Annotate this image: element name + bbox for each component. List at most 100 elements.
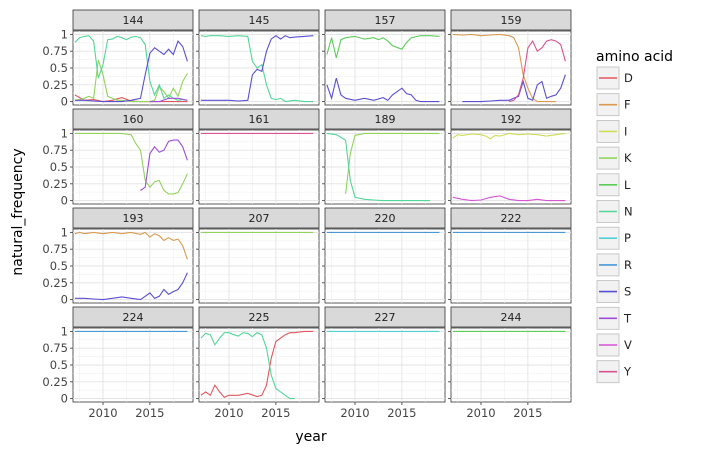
facet-strip [198, 306, 320, 328]
facet-label: 157 [375, 14, 396, 27]
facet-label: 225 [249, 311, 270, 324]
facet-strip [72, 306, 194, 328]
facet-panel: 193 0 0.25 0.5 0.75 1 [42, 207, 194, 307]
legend-item-D: D [596, 66, 633, 90]
facet-panel: 192 [448, 108, 572, 205]
y-tick-label: 0.5 [50, 61, 68, 75]
y-tick-label: 0.75 [42, 44, 68, 58]
facet-panel: 144 0 0.25 0.5 0.75 1 [42, 9, 194, 109]
x-tick-label: 2015 [513, 406, 542, 420]
series-line-D [74, 94, 188, 103]
legend-item-V: V [596, 333, 632, 357]
facet-label: 224 [123, 311, 144, 324]
series-line-K [74, 132, 188, 195]
facet-panel: 189 [322, 108, 446, 205]
series-line-N [74, 35, 188, 101]
facet-panel: 160 0 0.25 0.5 0.75 1 [42, 108, 194, 208]
y-tick-label: 0.25 [42, 177, 68, 191]
legend-label: K [624, 151, 632, 165]
facet-label: 244 [501, 311, 522, 324]
facet-strip [450, 306, 572, 328]
x-axis-title: year [295, 429, 326, 445]
facet-strip [450, 9, 572, 31]
facet-strip [198, 9, 320, 31]
legend-label: D [624, 71, 633, 85]
facet-strip [450, 207, 572, 229]
facet-label: 227 [375, 311, 396, 324]
series-line-T [149, 97, 188, 103]
facet-strip [72, 9, 194, 31]
facet-strip [324, 306, 446, 328]
facet-label: 189 [375, 113, 396, 126]
y-tick-label: 0 [61, 392, 68, 406]
y-tick-label: 0 [61, 293, 68, 307]
facet-label: 159 [501, 14, 522, 27]
x-tick-label: 2010 [340, 406, 369, 420]
legend-label: T [623, 311, 632, 325]
facet-panel: 161 [196, 108, 320, 205]
y-tick-label: 0.25 [42, 276, 68, 290]
facet-panel: 224 0 0.25 0.5 0.75 1 2010 2015 [42, 306, 194, 420]
series-line-S [326, 77, 440, 103]
legend-item-S: S [596, 280, 631, 304]
series-line-F [452, 33, 556, 103]
facet-panel: 244 2010 2015 [448, 306, 572, 420]
facet-label: 222 [501, 212, 522, 225]
legend-label: F [624, 98, 631, 112]
series-line-L [326, 35, 440, 59]
series-line-S [200, 35, 314, 102]
legend-item-T: T [596, 306, 632, 330]
facet-strip [72, 207, 194, 229]
legend-label: N [624, 205, 633, 219]
y-tick-label: 0 [61, 194, 68, 208]
facet-panel: 225 2010 2015 [196, 306, 320, 420]
legend-label: Y [623, 365, 632, 379]
legend-label: L [624, 178, 631, 192]
legend-item-K: K [596, 146, 632, 170]
facet-panel: 145 [196, 9, 320, 106]
y-tick-label: 1 [61, 27, 68, 41]
facets-layer: 144 0 0.25 0.5 0.75 1 145 157 159 160 0 0.25 0.5 0.75… [42, 9, 572, 420]
series-line-I [452, 132, 566, 140]
facet-label: 145 [249, 14, 270, 27]
x-tick-label: 2015 [387, 406, 416, 420]
facet-strip [324, 207, 446, 229]
legend-label: R [624, 258, 632, 272]
series-line-S [74, 40, 188, 103]
y-tick-label: 0.5 [50, 160, 68, 174]
series-line-N [326, 132, 430, 202]
facet-label: 207 [249, 212, 270, 225]
legend-item-N: N [596, 200, 633, 223]
facet-label: 192 [501, 113, 522, 126]
legend-label: I [624, 124, 627, 138]
facet-panel: 227 2010 2015 [322, 306, 446, 420]
facet-strip [72, 108, 194, 130]
y-tick-label: 1 [61, 324, 68, 338]
y-tick-label: 0.75 [42, 143, 68, 157]
facet-strip [450, 108, 572, 130]
facet-panel: 157 [322, 9, 446, 106]
facet-panel: 220 [322, 207, 446, 304]
facet-label: 193 [123, 212, 144, 225]
series-line-S [74, 272, 188, 301]
facet-strip [324, 9, 446, 31]
series-line-D [200, 330, 314, 398]
y-tick-label: 1 [61, 225, 68, 239]
legend-label: P [624, 231, 631, 245]
series-line-K [345, 132, 440, 194]
facet-label: 220 [375, 212, 396, 225]
y-tick-label: 0.25 [42, 78, 68, 92]
facet-strip [198, 108, 320, 130]
facet-panel: 222 [448, 207, 572, 304]
y-tick-label: 0.75 [42, 242, 68, 256]
facet-panel: 207 [196, 207, 320, 304]
legend-title: amino acid [596, 49, 673, 65]
x-tick-label: 2010 [214, 406, 243, 420]
legend-label: V [624, 338, 632, 352]
y-axis-title: natural_frequency [10, 148, 26, 275]
facet-label: 160 [123, 113, 144, 126]
series-line-F [74, 231, 188, 260]
